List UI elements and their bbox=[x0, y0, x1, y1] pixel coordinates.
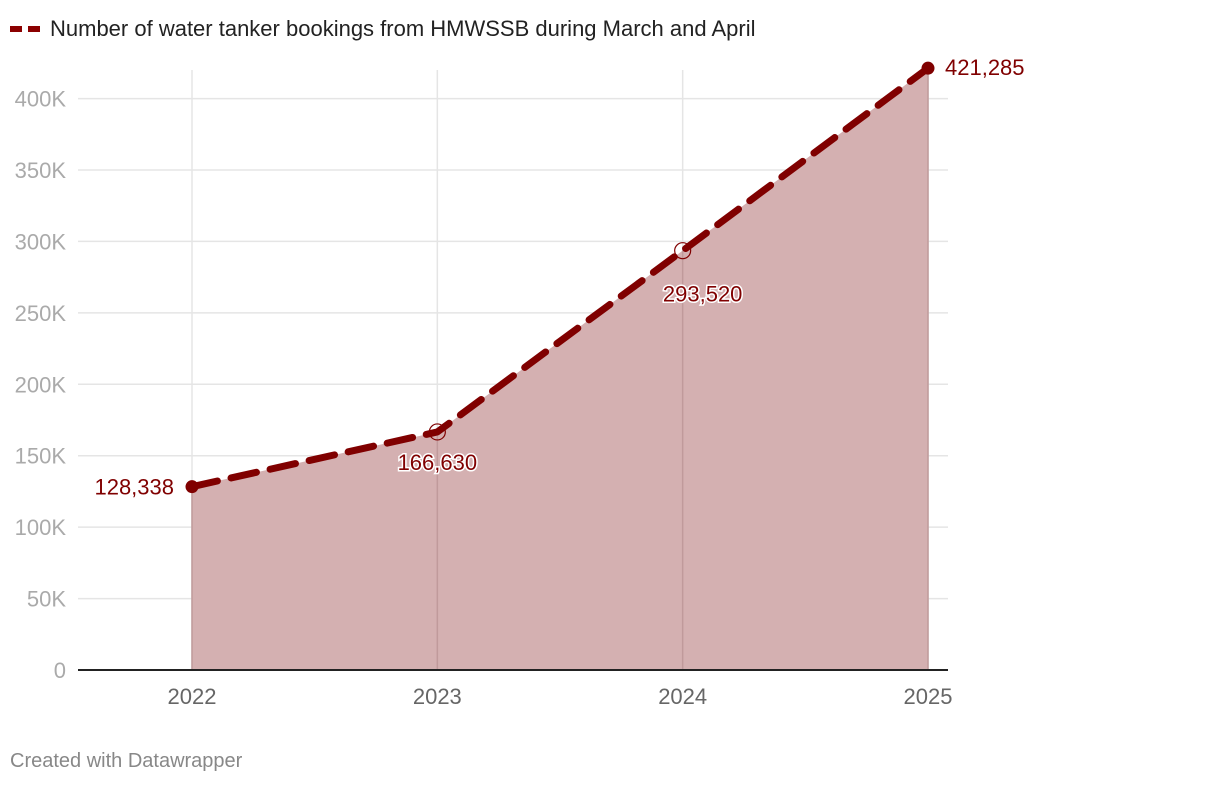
y-tick-label: 50K bbox=[27, 587, 66, 612]
data-point bbox=[674, 242, 692, 260]
y-tick-label: 200K bbox=[15, 372, 67, 397]
series-line bbox=[188, 64, 932, 491]
footer-credit: Created with Datawrapper bbox=[10, 750, 243, 772]
legend-dashed-line-icon bbox=[10, 26, 40, 32]
data-label: 128,338 bbox=[94, 475, 174, 500]
y-tick-label: 150K bbox=[15, 444, 67, 469]
data-point bbox=[185, 480, 199, 494]
x-tick-label: 2022 bbox=[168, 684, 217, 709]
y-tick-label: 400K bbox=[15, 87, 67, 112]
data-label: 166,630 bbox=[398, 450, 478, 475]
y-tick-label: 0 bbox=[54, 658, 66, 683]
x-tick-label: 2023 bbox=[413, 684, 462, 709]
x-tick-label: 2024 bbox=[658, 684, 707, 709]
data-point bbox=[428, 423, 446, 441]
legend: Number of water tanker bookings from HMW… bbox=[10, 16, 756, 42]
data-label: 293,520 bbox=[663, 282, 743, 307]
y-tick-label: 100K bbox=[15, 515, 67, 540]
series-area bbox=[192, 68, 928, 670]
y-tick-label: 250K bbox=[15, 301, 67, 326]
y-tick-label: 300K bbox=[15, 229, 67, 254]
x-tick-label: 2025 bbox=[904, 684, 953, 709]
legend-label: Number of water tanker bookings from HMW… bbox=[50, 16, 756, 41]
data-point bbox=[921, 61, 935, 75]
y-tick-label: 350K bbox=[15, 158, 67, 183]
data-label: 421,285 bbox=[945, 55, 1025, 80]
